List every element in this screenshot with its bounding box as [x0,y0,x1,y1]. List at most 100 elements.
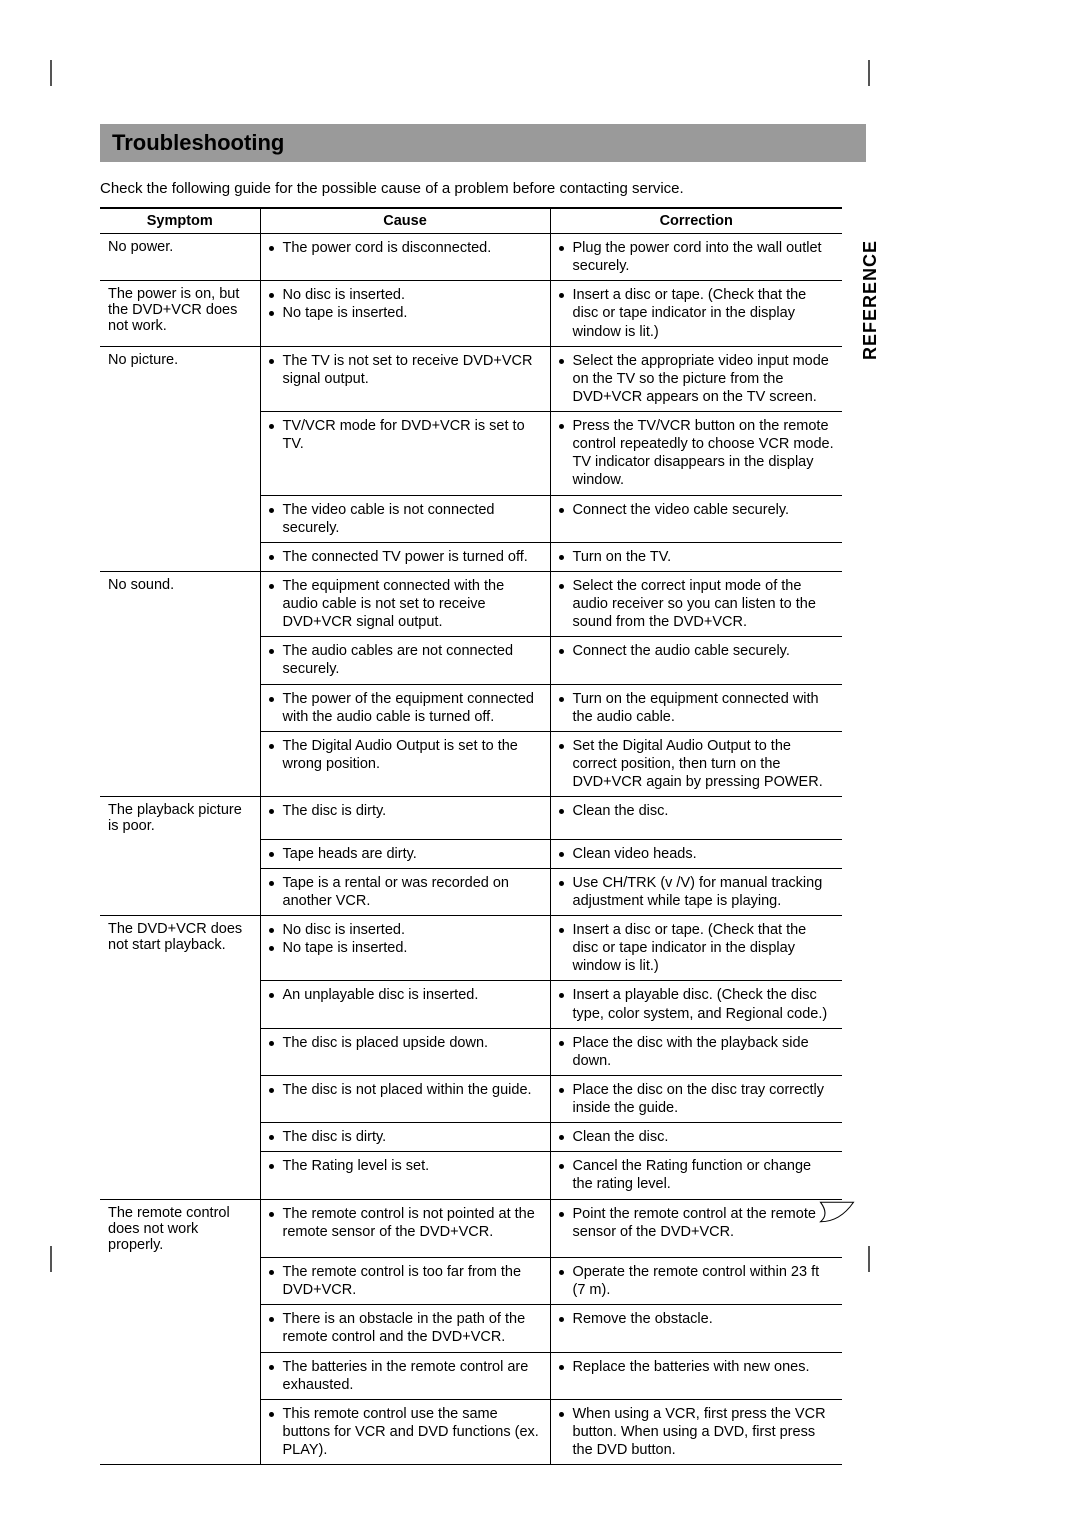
correction-cell: Place the disc with the playback side do… [550,1028,842,1075]
bullet-item: Replace the batteries with new ones. [559,1358,835,1376]
symptom-cell [100,1399,260,1464]
correction-cell: Connect the audio cable securely. [550,637,842,684]
bullet-item: When using a VCR, first press the VCR bu… [559,1405,835,1459]
table-row: The batteries in the remote control are … [100,1352,842,1399]
bullet-item: Clean the disc. [559,802,835,820]
symptom-cell: No power. [100,234,260,281]
bullet-item: The disc is placed upside down. [269,1034,542,1052]
cause-cell: The equipment connected with the audio c… [260,571,550,636]
bullet-item: The remote control is too far from the D… [269,1263,542,1299]
correction-cell: Cancel the Rating function or change the… [550,1152,842,1199]
correction-cell: Set the Digital Audio Output to the corr… [550,731,842,796]
cause-cell: The TV is not set to receive DVD+VCR sig… [260,346,550,411]
bullet-item: Cancel the Rating function or change the… [559,1157,835,1193]
cause-cell: The disc is not placed within the guide. [260,1075,550,1122]
symptom-cell [100,1028,260,1075]
bullet-item: Insert a disc or tape. (Check that the d… [559,921,835,975]
cause-cell: The Digital Audio Output is set to the w… [260,731,550,796]
correction-cell: Clean the disc. [550,1123,842,1152]
bullet-item: The Digital Audio Output is set to the w… [269,737,542,773]
bullet-item: Use CH/TRK (v /V) for manual tracking ad… [559,874,835,910]
bullet-item: No disc is inserted. [269,286,542,304]
bullet-item: Place the disc with the playback side do… [559,1034,835,1070]
symptom-cell: The DVD+VCR does not start playback. [100,916,260,981]
cause-cell: No disc is inserted.No tape is inserted. [260,281,550,346]
table-row: Tape heads are dirty.Clean video heads. [100,839,842,868]
bullet-item: Operate the remote control within 23 ft … [559,1263,835,1299]
bullet-item: The TV is not set to receive DVD+VCR sig… [269,352,542,388]
cause-cell: This remote control use the same buttons… [260,1399,550,1464]
cause-cell: No disc is inserted.No tape is inserted. [260,916,550,981]
table-header-row: Symptom Cause Correction [100,208,842,234]
table-body: No power. The power cord is disconnected.… [100,234,842,1465]
cause-cell: The disc is dirty. [260,1123,550,1152]
bullet-item: Insert a disc or tape. (Check that the d… [559,286,835,340]
cause-cell: TV/VCR mode for DVD+VCR is set to TV. [260,412,550,496]
cause-cell: There is an obstacle in the path of the … [260,1305,550,1352]
table-row: The disc is not placed within the guide.… [100,1075,842,1122]
table-row: The power of the equipment connected wit… [100,684,842,731]
correction-cell: Operate the remote control within 23 ft … [550,1258,842,1305]
correction-cell: Clean the disc. [550,797,842,840]
bullet-item: The disc is not placed within the guide. [269,1081,542,1099]
cause-cell: The remote control is not pointed at the… [260,1199,550,1258]
bullet-item: No tape is inserted. [269,304,542,322]
correction-cell: Insert a playable disc. (Check the disc … [550,981,842,1028]
table-row: The disc is placed upside down. Place the… [100,1028,842,1075]
table-row: The remote control does not work properl… [100,1199,842,1258]
bullet-item: Clean the disc. [559,1128,835,1146]
correction-cell: Press the TV/VCR button on the remote co… [550,412,842,496]
cause-cell: An unplayable disc is inserted. [260,981,550,1028]
table-row: An unplayable disc is inserted. Insert a … [100,981,842,1028]
cause-cell: The power cord is disconnected. [260,234,550,281]
table-row: The audio cables are not connected secur… [100,637,842,684]
bullet-item: This remote control use the same buttons… [269,1405,542,1459]
symptom-cell [100,1305,260,1352]
bullet-item: TV/VCR mode for DVD+VCR is set to TV. [269,417,542,453]
cause-cell: The batteries in the remote control are … [260,1352,550,1399]
bullet-item: The power of the equipment connected wit… [269,690,542,726]
correction-cell: Use CH/TRK (v /V) for manual tracking ad… [550,868,842,915]
bullet-item: Clean video heads. [559,845,835,863]
bullet-item: The video cable is not connected securel… [269,501,542,537]
bullet-item: Connect the video cable securely. [559,501,835,519]
cause-cell: The connected TV power is turned off. [260,542,550,571]
troubleshooting-table: Symptom Cause Correction No power.The po… [100,207,842,1465]
symptom-cell [100,684,260,731]
table-row: The playback picture is poor.The disc is… [100,797,842,840]
table-row: No picture.The TV is not set to receive … [100,346,842,411]
bullet-item: The connected TV power is turned off. [269,548,542,566]
symptom-cell [100,542,260,571]
bullet-item: The audio cables are not connected secur… [269,642,542,678]
cause-cell: The disc is dirty. [260,797,550,840]
correction-cell: Insert a disc or tape. (Check that the d… [550,916,842,981]
bullet-item: Insert a playable disc. (Check the disc … [559,986,835,1022]
correction-cell: Turn on the equipment connected with the… [550,684,842,731]
bullet-item: The power cord is disconnected. [269,239,542,257]
symptom-cell: No picture. [100,346,260,411]
table-row: The remote control is too far from the D… [100,1258,842,1305]
bullet-item: No tape is inserted. [269,939,542,957]
table-row: The Digital Audio Output is set to the w… [100,731,842,796]
symptom-cell [100,637,260,684]
bullet-item: Select the correct input mode of the aud… [559,577,835,631]
correction-cell: Clean video heads. [550,839,842,868]
correction-cell: Replace the batteries with new ones. [550,1352,842,1399]
bullet-item: An unplayable disc is inserted. [269,986,542,1004]
correction-cell: Plug the power cord into the wall outlet… [550,234,842,281]
symptom-cell [100,868,260,915]
correction-cell: Remove the obstacle. [550,1305,842,1352]
table-row: No power. The power cord is disconnected.… [100,234,842,281]
table-row: Tape is a rental or was recorded on anot… [100,868,842,915]
table-row: The connected TV power is turned off.Tur… [100,542,842,571]
symptom-cell [100,839,260,868]
cause-cell: The remote control is too far from the D… [260,1258,550,1305]
correction-cell: Select the correct input mode of the aud… [550,571,842,636]
correction-cell: When using a VCR, first press the VCR bu… [550,1399,842,1464]
cause-cell: The audio cables are not connected secur… [260,637,550,684]
symptom-cell [100,412,260,496]
table-row: The video cable is not connected securel… [100,495,842,542]
bullet-item: The disc is dirty. [269,802,542,820]
bullet-item: No disc is inserted. [269,921,542,939]
symptom-cell: The power is on, but the DVD+VCR does no… [100,281,260,346]
